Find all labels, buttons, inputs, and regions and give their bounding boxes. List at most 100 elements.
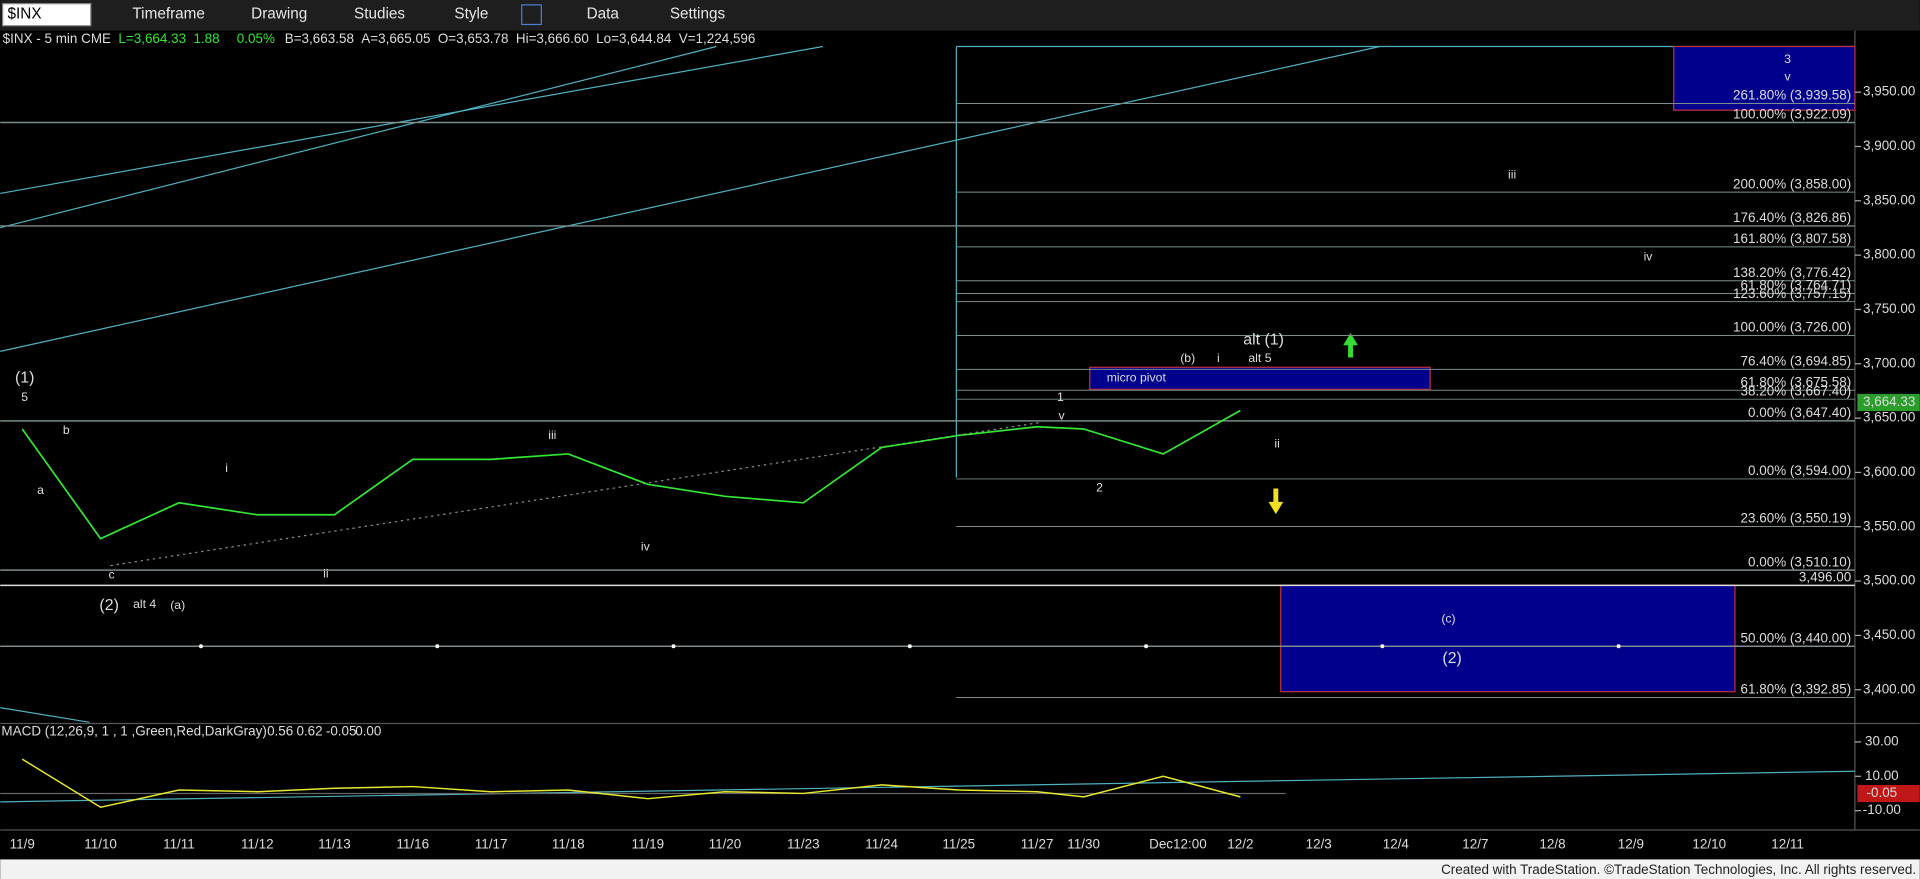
- y-tick-label: 3,800.00: [1863, 247, 1915, 262]
- level-label: 123.60% (3,757.15): [1733, 286, 1851, 301]
- layout-icon[interactable]: [521, 4, 542, 26]
- y-tick-label: 3,950.00: [1863, 84, 1915, 99]
- wave-label: 2: [1096, 481, 1103, 495]
- x-tick-label: 11/18: [552, 836, 585, 851]
- level-label: 23.60% (3,550.19): [1741, 511, 1852, 526]
- menu[interactable]: Timeframe: [132, 6, 205, 23]
- wave-label: 3: [1784, 52, 1791, 66]
- pivot-dot: [199, 644, 203, 649]
- wave-label: (b): [1180, 351, 1195, 365]
- menu[interactable]: Studies: [354, 6, 405, 23]
- x-tick-label: 11/24: [865, 836, 898, 851]
- macd-title: MACD (12,26,9, 1 , 1 ,Green,Red,DarkGray…: [1, 724, 266, 739]
- y-tick-label: 3,550.00: [1863, 518, 1915, 533]
- wave-label: i: [225, 461, 228, 475]
- symbol-box[interactable]: [2, 3, 92, 27]
- x-tick-label: 11/30: [1067, 836, 1100, 851]
- y-tick-label: 3,650.00: [1863, 410, 1915, 425]
- x-tick-label: 12/10: [1692, 836, 1726, 851]
- trend-line: [0, 45, 1381, 352]
- header-volume: V=1,224,596: [679, 31, 756, 46]
- x-tick-label: 12/9: [1618, 836, 1644, 851]
- wave-label: micro pivot: [1107, 371, 1167, 385]
- wave-label: alt 5: [1248, 351, 1271, 365]
- footer-bar: [0, 859, 1920, 879]
- price-line: [21, 409, 1241, 540]
- x-tick-label: 11/10: [84, 836, 117, 851]
- wave-label: ii: [323, 566, 328, 580]
- level-label: 100.00% (3,726.00): [1733, 320, 1851, 335]
- macd-last-badge: [1857, 784, 1920, 803]
- menu[interactable]: Drawing: [251, 6, 307, 23]
- level-label: 0.00% (3,647.40): [1748, 405, 1851, 420]
- header-bid: B=3,663.58: [285, 31, 354, 46]
- wave-label: b: [63, 423, 70, 437]
- level-label: 38.20% (3,667.40): [1741, 383, 1852, 398]
- wave-label: (1): [15, 369, 34, 386]
- wave-label: c: [109, 568, 115, 582]
- pivot-dot: [671, 644, 676, 649]
- header-symbol: $INX - 5 min CME: [3, 31, 111, 46]
- x-tick-label: 12/2: [1227, 836, 1253, 851]
- wave-label: ii: [1274, 437, 1279, 451]
- level-label: 161.80% (3,807.58): [1733, 231, 1851, 246]
- macd-tick-label: -10.00: [1863, 802, 1901, 817]
- y-tick-label: 3,400.00: [1863, 681, 1915, 696]
- macd-reading: 0.56: [267, 724, 293, 739]
- macd-tick-label: 30.00: [1865, 733, 1899, 748]
- header-low: Lo=3,644.84: [596, 31, 672, 46]
- x-tick-label: 11/25: [942, 836, 975, 851]
- wave-label: alt (1): [1243, 332, 1284, 349]
- x-tick-label: 11/9: [10, 836, 35, 851]
- menu[interactable]: Settings: [670, 6, 726, 23]
- header-change: 1.88: [193, 31, 219, 46]
- target-box: [1673, 45, 1856, 111]
- level-label: 0.00% (3,510.10): [1748, 554, 1851, 569]
- level-label: 0.00% (3,594.00): [1748, 463, 1851, 478]
- x-tick-label: 11/19: [631, 836, 664, 851]
- trend-line: [0, 45, 823, 195]
- wave-label: (c): [1441, 612, 1455, 626]
- trend-lines: [0, 45, 1855, 803]
- pivot-dot: [1616, 644, 1621, 649]
- wave-label: v: [1785, 69, 1792, 83]
- trend-line: [0, 707, 90, 723]
- macd-reading: -0.05: [326, 724, 357, 739]
- x-tick-label: 12/8: [1539, 836, 1565, 851]
- y-tick-label: 3,450.00: [1863, 627, 1915, 642]
- header-open: O=3,653.78: [438, 31, 509, 46]
- x-tick-label: 12/7: [1462, 836, 1488, 851]
- level-label: 50.00% (3,440.00): [1741, 630, 1852, 645]
- last-price-label: 3,664.33: [1863, 394, 1915, 409]
- micro-pivot-box: [1089, 366, 1431, 390]
- level-label: 61.80% (3,392.85): [1741, 682, 1852, 697]
- footer: Created with TradeStation. ©TradeStation…: [1441, 862, 1916, 877]
- toolbar: [0, 0, 1920, 31]
- wave-label: iii: [1508, 167, 1516, 181]
- level-label: 61.80% (3,675.58): [1741, 375, 1852, 390]
- x-tick-label: 12/4: [1383, 836, 1410, 851]
- x-tick-label: 11/17: [475, 836, 508, 851]
- x-tick-label: 11/20: [709, 836, 742, 851]
- x-tick-label: 11/11: [163, 836, 195, 851]
- menu[interactable]: Style: [454, 6, 488, 23]
- wave-label: iv: [1644, 249, 1654, 263]
- x-tick-label: 11/12: [241, 836, 274, 851]
- wave-label: (a): [170, 598, 185, 612]
- y-tick-label: 3,700.00: [1863, 355, 1915, 370]
- support-box: [1280, 584, 1736, 693]
- wave-label: i: [1217, 351, 1220, 365]
- last-price-badge: [1857, 393, 1920, 412]
- menu[interactable]: Data: [587, 6, 620, 23]
- wave-label: (2): [99, 597, 118, 614]
- down-arrow: [1268, 488, 1284, 515]
- level-label: 261.80% (3,939.58): [1733, 88, 1851, 103]
- header-ask: A=3,665.05: [361, 31, 430, 46]
- x-tick-label: Dec12:00: [1149, 836, 1207, 851]
- level-label: 100.00% (3,922.09): [1733, 107, 1851, 122]
- x-tick-label: 11/23: [787, 836, 820, 851]
- quote-header: $INX - 5 min CME L=3,664.33 1.88 0.05% B=3,6…: [3, 31, 756, 46]
- header-last: L=3,664.33: [118, 31, 186, 46]
- symbol-input[interactable]: $INX: [8, 6, 42, 23]
